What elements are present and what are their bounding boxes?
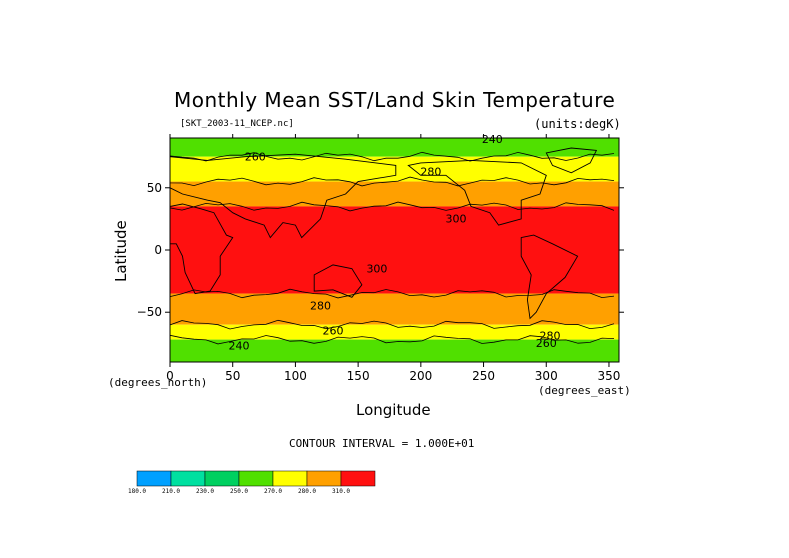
colorbar-label: 310.0 — [332, 488, 350, 495]
colorbar-label: 250.0 — [230, 488, 248, 495]
temp-band-1 — [170, 156, 619, 182]
plot-area — [169, 138, 619, 362]
x-tick-label: 300 — [535, 369, 558, 383]
contour-label: 300 — [366, 262, 387, 275]
x-ticks: 0 50 100 150 200 250 300 350 — [166, 134, 620, 383]
colorbar-swatch — [136, 470, 172, 487]
continent-outline-0 — [169, 153, 397, 239]
contour-label: 280 — [310, 300, 331, 313]
temp-band-4 — [170, 293, 619, 325]
units-label: (units:degK) — [534, 117, 621, 131]
continent-outlines — [169, 147, 598, 320]
continent-outline-4 — [520, 234, 579, 320]
contour-line-5 — [169, 334, 615, 345]
continent-outline-2 — [313, 264, 363, 298]
colorbar-label: 180.0 — [128, 488, 146, 495]
y-units-label: (degrees_north) — [108, 376, 208, 389]
x-tick-label: 100 — [284, 369, 307, 383]
colorbar-swatch — [340, 470, 376, 487]
y-ticks: 50 0 −50 — [137, 181, 624, 319]
contour-label: 260 — [245, 150, 266, 163]
contour-label: 280 — [540, 330, 561, 343]
x-tick-label: 150 — [347, 369, 370, 383]
contour-label: 240 — [228, 340, 249, 353]
contour-label: 260 — [536, 337, 557, 350]
colorbar-swatch — [306, 470, 342, 487]
contour-interval-text: CONTOUR INTERVAL = 1.000E+01 — [289, 437, 475, 450]
contour-label: 280 — [420, 165, 441, 178]
colorbar-swatch — [272, 470, 308, 487]
temp-band-5 — [170, 324, 619, 340]
colorbar: 180.0 210.0 230.0 250.0 270.0 280.0 310.0 — [128, 470, 376, 495]
x-tick-label: 250 — [472, 369, 495, 383]
continent-outline-1 — [169, 203, 234, 295]
file-label: [SKT_2003-11_NCEP.nc] — [180, 119, 294, 129]
contour-line-4 — [169, 319, 615, 330]
colorbar-label: 270.0 — [264, 488, 282, 495]
contour-label: 260 — [323, 325, 344, 338]
contour-line-3 — [169, 288, 615, 299]
contour-label: 300 — [445, 213, 466, 226]
temp-band-6 — [170, 339, 619, 362]
colorbar-label: 210.0 — [162, 488, 180, 495]
colorbar-swatch — [170, 470, 206, 487]
temp-band-2 — [170, 181, 619, 207]
colorbar-label: 230.0 — [196, 488, 214, 495]
x-tick-label: 0 — [166, 369, 174, 383]
chart-title: Monthly Mean SST/Land Skin Temperature — [174, 88, 616, 112]
contour-line-0 — [169, 151, 615, 162]
contour-line-1 — [169, 176, 615, 187]
x-axis-label: Longitude — [356, 401, 431, 419]
temp-band-3 — [170, 206, 619, 294]
x-tick-label: 50 — [225, 369, 240, 383]
y-tick-label: 0 — [154, 243, 162, 257]
x-units-label: (degrees_east) — [538, 384, 631, 397]
contour-line-2 — [169, 201, 615, 212]
y-tick-label: −50 — [137, 305, 162, 319]
contour-label: 240 — [482, 133, 503, 146]
colorbar-swatch — [238, 470, 274, 487]
colorbar-label: 280.0 — [298, 488, 316, 495]
colorbar-swatch — [204, 470, 240, 487]
x-tick-label: 350 — [598, 369, 621, 383]
continent-outline-5 — [545, 147, 598, 174]
x-tick-label: 200 — [409, 369, 432, 383]
y-tick-label: 50 — [147, 181, 162, 195]
continent-outline-3 — [407, 159, 547, 226]
temp-band-0 — [170, 138, 619, 157]
